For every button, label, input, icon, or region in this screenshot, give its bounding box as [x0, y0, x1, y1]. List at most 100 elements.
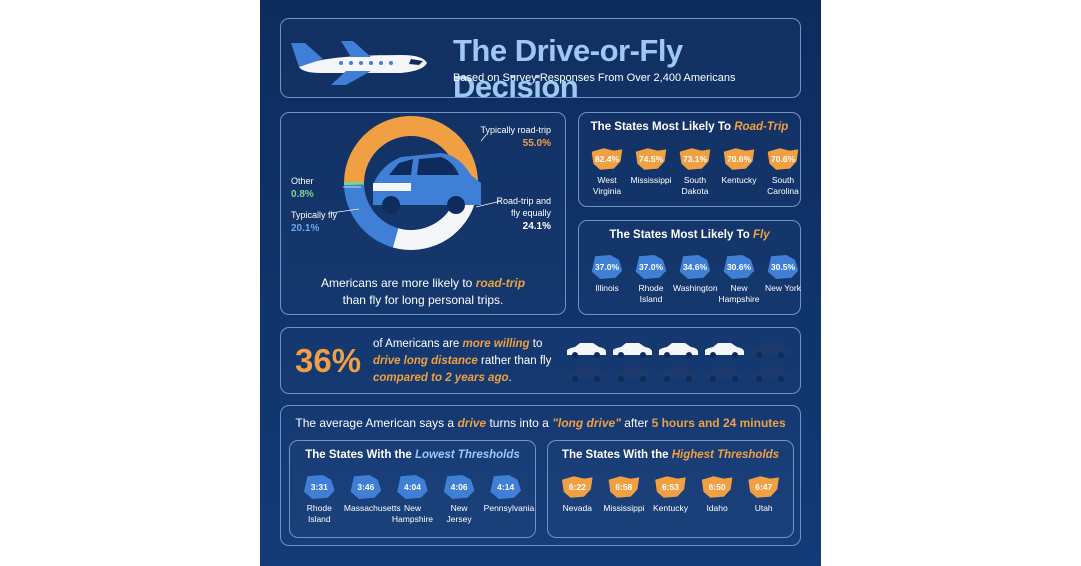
highlight: compared to 2 years ago	[373, 372, 509, 384]
state-stat: 74.5%	[635, 148, 667, 170]
state-name: Utah	[754, 503, 773, 513]
state-stat: 6:50	[701, 476, 733, 498]
caption-highlight: road-trip	[475, 276, 526, 290]
state-stat: 70.6%	[767, 148, 799, 170]
fly-box: The States Most Likely To Fly 37.0% Illin…	[578, 220, 801, 315]
state-stat: 6:53	[655, 476, 686, 498]
state-name: Idaho	[706, 503, 728, 513]
segment-value: 20.1%	[291, 223, 320, 234]
state-item: 34.6% Washington	[673, 255, 718, 305]
label-fly: Typically fly 20.1%	[291, 209, 337, 235]
highlight: drive long distance	[373, 355, 478, 367]
state-item: 73.1% South Dakota	[673, 147, 717, 197]
segment-name: Typically road-trip	[480, 125, 551, 135]
willing-text: of Americans are more willing to drive l…	[373, 336, 551, 387]
state-item: 6:58 Mississippi	[601, 475, 648, 514]
box-title: The States Most Likely To Fly	[579, 229, 800, 241]
segment-value: 24.1%	[522, 221, 551, 232]
highlight: drive	[457, 416, 487, 430]
state-name: Rhode Island	[306, 503, 332, 524]
box-title: The States With the Lowest Thresholds	[290, 449, 535, 461]
state-stat: 6:58	[608, 476, 640, 498]
text: .	[508, 372, 512, 384]
state-item: 6:50 Idaho	[694, 475, 741, 514]
segment-name: Typically fly	[291, 210, 338, 220]
road-trip-box: The States Most Likely To Road-Trip 82.4…	[578, 112, 801, 207]
state-name: Kentucky	[653, 503, 688, 513]
state-name: South Dakota	[681, 175, 709, 196]
state-item: 30.6% New Hampshire	[717, 255, 761, 305]
state-item: 3:46 Massachusetts	[343, 475, 401, 525]
state-name: Mississippi	[630, 175, 672, 185]
state-stat: 3:31	[303, 475, 335, 499]
state-item: 4:06 New Jersey	[436, 475, 483, 525]
segment-name: Other	[291, 176, 314, 186]
state-name: New York	[765, 283, 801, 293]
car-icon	[373, 153, 481, 214]
highlight: 5 hours and 24 minutes	[651, 416, 786, 430]
highlight: more willing	[462, 338, 530, 350]
state-name: South Carolina	[767, 175, 799, 196]
state-item: 70.6% South Carolina	[761, 147, 805, 197]
state-stat: 30.6%	[723, 255, 755, 279]
title-highlight: Fly	[752, 229, 770, 241]
title-text: The States Most Likely To	[590, 121, 735, 133]
state-stat: 6:22	[561, 476, 593, 498]
state-stat: 4:04	[397, 475, 428, 499]
state-name: Washington	[673, 283, 718, 293]
state-stat: 37.0%	[635, 255, 667, 279]
text: The average American says a	[295, 416, 458, 430]
state-item: 74.5% Mississippi	[629, 147, 673, 197]
text: to	[529, 338, 543, 350]
state-name: New Jersey	[446, 503, 472, 524]
text: turns into a	[486, 416, 553, 430]
title: The Drive-or-Fly Decision	[453, 33, 683, 104]
label-road-trip: Typically road-trip 55.0%	[480, 123, 551, 151]
state-item: 6:22 Nevada	[554, 475, 601, 514]
label-other: Other 0.8%	[291, 175, 314, 201]
state-item: 4:14 Pennsylvania	[482, 475, 534, 525]
label-equal: Road-trip and fly equally 24.1%	[495, 195, 551, 233]
donut-segment	[344, 115, 478, 205]
state-item: 4:04 New Hampshire	[389, 475, 436, 525]
state-item: 6:53 Kentucky	[647, 475, 694, 514]
highest-box: The States With the Highest Thresholds 6…	[547, 440, 794, 538]
title-text: The States With the	[561, 449, 672, 461]
title-highlight: Lowest Thresholds	[415, 449, 520, 461]
text: after	[620, 416, 652, 430]
state-stat: 3:46	[350, 475, 382, 499]
state-item: 70.6% Kentucky	[717, 147, 761, 197]
state-name: Mississippi	[603, 503, 645, 513]
plane-icon	[291, 41, 427, 85]
state-item: 37.0% Illinois	[585, 255, 629, 305]
state-name: Massachusetts	[343, 503, 401, 513]
title-highlight: Road-Trip	[734, 121, 789, 133]
donut-segment	[344, 184, 399, 248]
title-text: The States With the	[305, 449, 415, 461]
lowest-box: The States With the Lowest Thresholds 3:…	[289, 440, 536, 538]
donut-box: Typically road-trip 55.0% Road-trip and …	[280, 112, 566, 315]
state-name: Kentucky	[721, 175, 757, 185]
state-stat: 4:14	[490, 475, 521, 499]
state-row: 82.4% West Virginia 74.5% Mississippi 73.1% S…	[585, 147, 799, 197]
state-item: 82.4% West Virginia	[585, 147, 629, 197]
state-stat: 4:06	[443, 475, 475, 499]
donut-chart	[330, 115, 502, 250]
subtitle: Based on Survey Responses From Over 2,40…	[453, 72, 736, 84]
highlight: "long drive"	[552, 416, 621, 430]
state-item: 37.0% Rhode Island	[629, 255, 673, 305]
state-item: 6:47 Utah	[740, 475, 787, 514]
header-box: The Drive-or-Fly Decision Based on Surve…	[280, 18, 801, 104]
title-text: The States Most Likely To	[609, 229, 753, 241]
state-stat: 34.6%	[679, 255, 711, 279]
state-stat: 30.5%	[767, 255, 799, 279]
caption-text: than fly for long personal trips.	[342, 293, 504, 307]
infographic: The Drive-or-Fly Decision Based on Surve…	[260, 0, 821, 566]
segment-name: Road-trip and fly equally	[496, 196, 551, 218]
long-drive-text: The average American says a drive turns …	[281, 416, 800, 430]
text: rather than fly	[477, 355, 552, 367]
state-stat: 37.0%	[591, 255, 623, 279]
leader-lines	[330, 134, 502, 214]
segment-value: 0.8%	[291, 189, 314, 200]
